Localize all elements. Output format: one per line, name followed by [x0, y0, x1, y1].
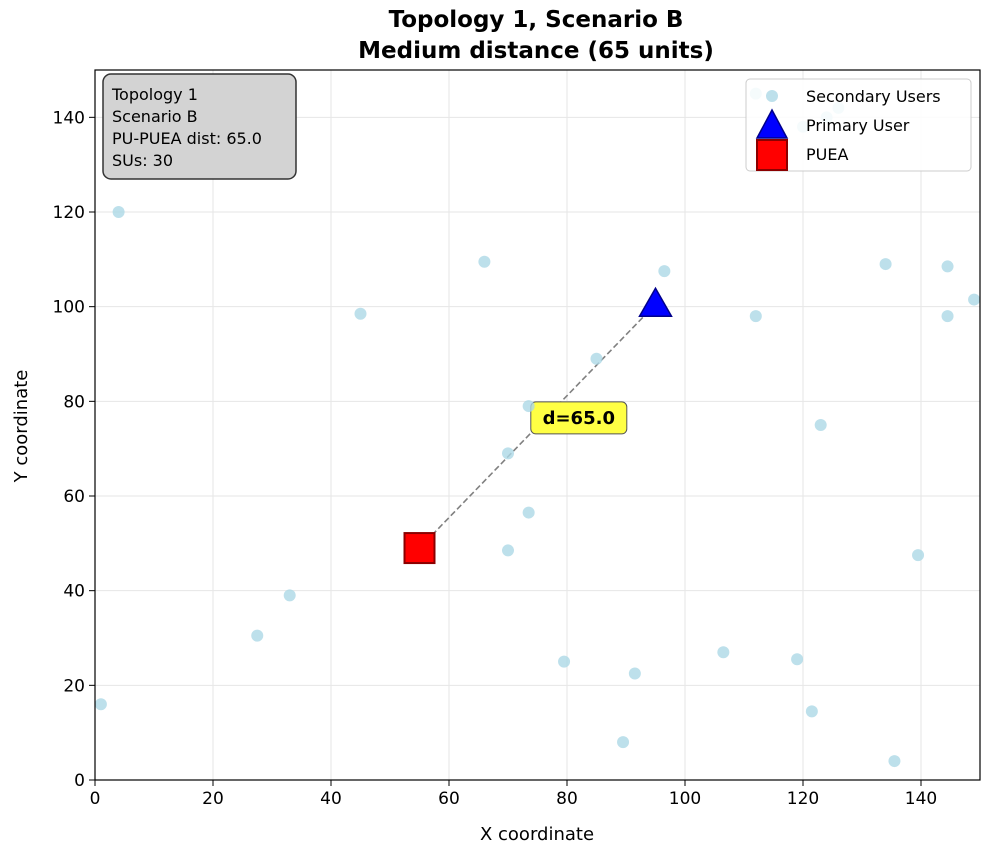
- data-points: [94, 87, 981, 768]
- x-tick-label: 20: [202, 789, 224, 809]
- x-tick-label: 60: [438, 789, 460, 809]
- legend-label: Secondary Users: [806, 87, 941, 106]
- x-tick-label: 100: [669, 789, 701, 809]
- distance-line: [418, 303, 657, 549]
- puea-marker: [403, 532, 436, 565]
- chart-title-line1: Topology 1, Scenario B: [389, 7, 684, 33]
- info-box-line: SUs: 30: [112, 151, 173, 170]
- x-tick-label: 80: [556, 789, 578, 809]
- legend-label: Primary User: [806, 116, 910, 135]
- distance-indicator: d=65.0: [418, 303, 657, 549]
- secondary-user-point: [478, 255, 491, 268]
- legend-puea-swatch: [756, 139, 788, 171]
- secondary-user-point: [941, 260, 954, 273]
- info-box: Topology 1 Scenario B PU-PUEA dist: 65.0 SU…: [102, 73, 297, 180]
- secondary-user-point: [283, 589, 296, 602]
- secondary-user-point: [941, 310, 954, 323]
- secondary-user-point: [912, 549, 925, 562]
- info-box-bg: [102, 73, 297, 180]
- legend-frame: [745, 78, 972, 172]
- y-tick-label: 80: [63, 392, 85, 412]
- y-tick-label: 100: [53, 298, 85, 318]
- primary-user-marker: [638, 286, 673, 318]
- legend: Secondary Users Primary User PUEA: [745, 78, 972, 172]
- secondary-user-point: [522, 400, 535, 413]
- secondary-user-point: [717, 646, 730, 659]
- plot-frame: [94, 69, 981, 781]
- x-tick-label: 140: [905, 789, 937, 809]
- secondary-user-point: [251, 629, 264, 642]
- chart-title-line2: Medium distance (65 units): [358, 38, 714, 64]
- distance-label: d=65.0: [543, 408, 615, 429]
- secondary-user-point: [354, 307, 367, 320]
- secondary-user-point: [617, 736, 630, 749]
- secondary-user-point: [805, 705, 818, 718]
- x-tick-label: 40: [320, 789, 342, 809]
- x-tick-label: 120: [787, 789, 819, 809]
- y-tick-label: 40: [63, 582, 85, 602]
- secondary-user-point: [94, 698, 107, 711]
- secondary-user-point: [590, 352, 603, 365]
- secondary-user-point: [658, 265, 671, 278]
- legend-label: PUEA: [806, 145, 848, 164]
- info-box-line: Topology 1: [111, 85, 198, 104]
- y-axis-label: Y coordinate: [11, 370, 32, 484]
- secondary-user-point: [888, 755, 901, 768]
- y-tick-label: 140: [53, 108, 85, 128]
- secondary-user-point: [502, 544, 514, 557]
- secondary-user-point: [628, 667, 641, 680]
- y-tick-label: 20: [63, 676, 85, 696]
- y-tick-label: 60: [63, 487, 85, 507]
- y-tick-label: 0: [74, 771, 85, 791]
- axis-ticks: 0 20 40 60 80 100 120 140 0 20 40 60 80 100 120 140: [53, 108, 938, 809]
- x-tick-label: 0: [90, 789, 101, 809]
- info-box-line: PU-PUEA dist: 65.0: [112, 129, 262, 148]
- secondary-user-point: [968, 293, 981, 306]
- secondary-user-point: [502, 447, 514, 460]
- info-box-line: Scenario B: [112, 107, 198, 126]
- legend-primary-user-swatch: [755, 108, 789, 139]
- secondary-user-point: [522, 506, 535, 519]
- x-axis-label: X coordinate: [480, 824, 594, 845]
- secondary-user-point: [558, 655, 571, 668]
- secondary-user-point: [112, 206, 125, 218]
- secondary-user-point: [791, 653, 804, 666]
- secondary-user-point: [879, 258, 892, 271]
- secondary-user-point: [814, 419, 827, 431]
- y-tick-label: 120: [53, 203, 85, 223]
- distance-label-box: [530, 401, 628, 435]
- secondary-user-point: [749, 310, 762, 323]
- legend-secondary-users-swatch: [766, 90, 778, 102]
